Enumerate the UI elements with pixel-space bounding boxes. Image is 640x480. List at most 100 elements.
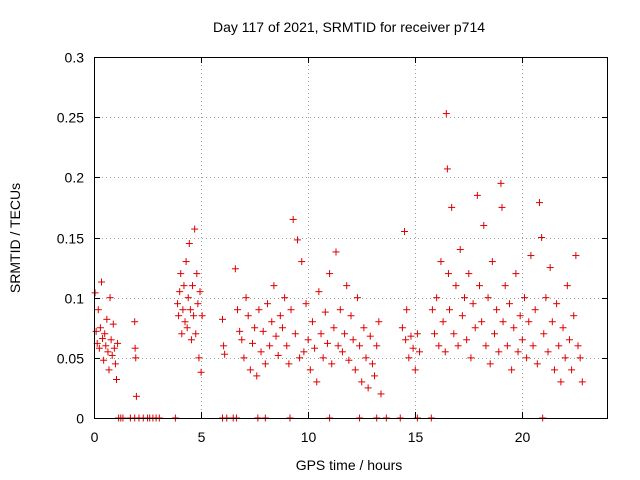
data-point [196, 288, 204, 296]
data-point [111, 360, 119, 368]
data-point [276, 312, 284, 320]
data-point [454, 342, 462, 350]
data-point [407, 332, 415, 340]
data-point [220, 342, 228, 350]
data-point [405, 354, 413, 362]
data-point [109, 320, 117, 328]
data-point [456, 246, 464, 254]
data-point [176, 288, 184, 296]
data-point [362, 354, 370, 362]
data-point [306, 366, 314, 374]
data-point [302, 300, 310, 308]
data-point [413, 330, 421, 338]
data-point [411, 366, 419, 374]
data-point [444, 270, 452, 278]
data-point [463, 336, 471, 344]
data-point [377, 390, 385, 398]
data-point [219, 315, 226, 323]
data-point [353, 294, 361, 302]
data-point [198, 312, 206, 320]
data-point [568, 366, 576, 374]
y-tick-label: 0.1 [65, 291, 85, 307]
data-point [108, 351, 116, 359]
data-point [553, 300, 561, 308]
x-axis-label: GPS time / hours [296, 457, 403, 473]
data-point [555, 342, 563, 350]
data-point [343, 282, 351, 290]
grid-lines [94, 57, 608, 418]
data-point [473, 191, 481, 199]
data-point [576, 354, 584, 362]
data-point [181, 318, 189, 326]
data-point [106, 294, 114, 302]
data-point [233, 306, 241, 314]
data-point [368, 360, 376, 368]
data-point [366, 332, 374, 340]
data-point [326, 270, 334, 278]
data-point [578, 378, 586, 386]
data-point [336, 306, 344, 314]
y-axis-tick-labels: 0 0.05 0.1 0.15 0.2 0.25 0.3 [57, 50, 84, 427]
data-point [510, 324, 518, 332]
data-point [105, 366, 113, 374]
data-point [197, 368, 205, 376]
data-point [315, 288, 323, 296]
data-point [272, 332, 280, 340]
data-point [338, 348, 346, 356]
data-point [248, 339, 256, 347]
data-point [544, 348, 552, 356]
data-point [242, 294, 250, 302]
y-tick-label: 0.15 [57, 231, 84, 247]
data-point [97, 278, 105, 286]
data-point [529, 342, 537, 350]
data-point [270, 282, 278, 290]
data-point [469, 300, 477, 308]
data-point [184, 294, 192, 302]
data-point [371, 372, 379, 380]
data-point [347, 312, 355, 320]
y-axis-label: SRMTID / TECUs [7, 183, 23, 293]
x-tick-label: 20 [515, 429, 531, 445]
data-point [330, 324, 338, 332]
data-point [416, 348, 424, 356]
data-point [563, 282, 571, 290]
data-point [514, 348, 522, 356]
data-point [100, 356, 108, 364]
data-point [540, 330, 548, 338]
data-point [465, 270, 473, 278]
data-point [253, 372, 261, 380]
data-point [373, 342, 381, 350]
data-point [99, 335, 107, 343]
data-points [91, 110, 586, 422]
data-point [296, 354, 304, 362]
data-point [321, 308, 329, 316]
data-point [289, 215, 297, 223]
data-point [542, 294, 550, 302]
data-point [283, 342, 291, 350]
data-point [186, 306, 194, 314]
x-tick-label: 5 [198, 429, 206, 445]
data-point [488, 258, 496, 266]
data-point [512, 270, 520, 278]
data-point [285, 360, 293, 368]
data-point [189, 282, 197, 290]
data-point [448, 203, 456, 211]
data-point [471, 324, 479, 332]
data-point [531, 306, 539, 314]
data-point [319, 354, 327, 362]
data-point [291, 330, 299, 338]
axis-ticks [94, 57, 608, 419]
data-point [525, 318, 533, 326]
data-point [261, 360, 269, 368]
data-point [375, 318, 383, 326]
data-point [231, 265, 239, 273]
data-point [565, 336, 573, 344]
chart-title: Day 117 of 2021, SRMTID for receiver p71… [213, 19, 485, 35]
data-point [570, 312, 578, 320]
data-point [131, 344, 139, 352]
data-point [398, 324, 406, 332]
data-point [240, 354, 248, 362]
data-point [486, 360, 494, 368]
data-point [131, 318, 139, 326]
data-point [443, 165, 451, 173]
